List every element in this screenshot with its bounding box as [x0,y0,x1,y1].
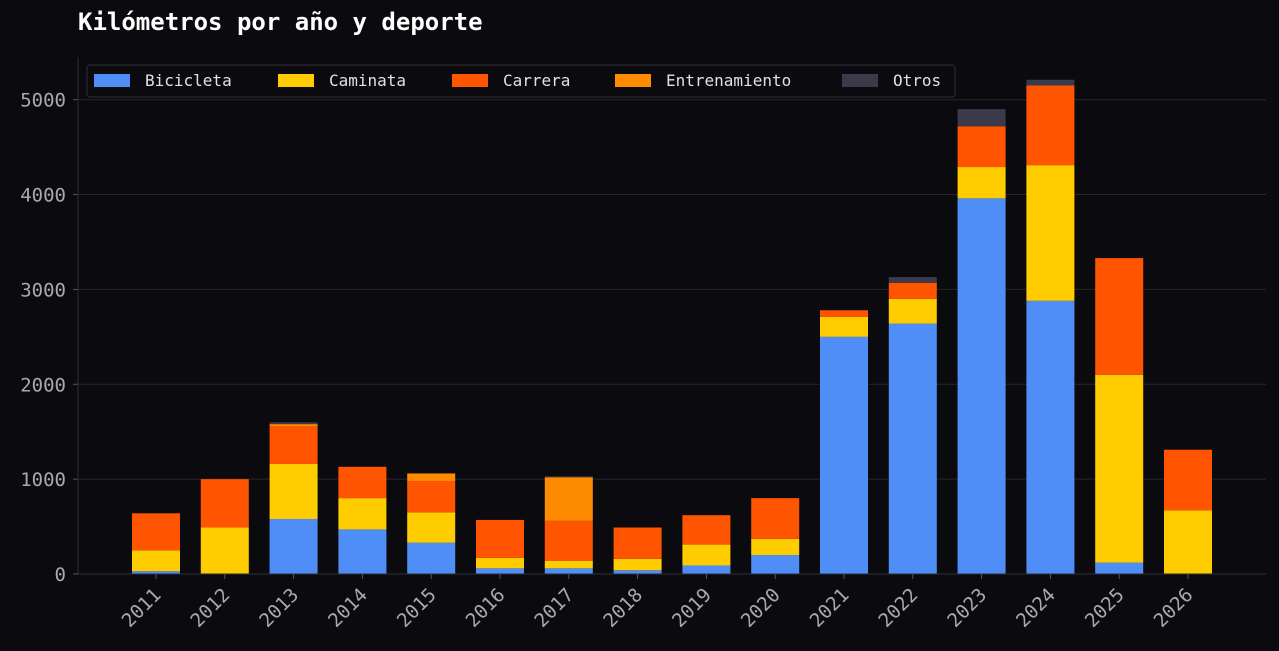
x-tick-label: 2020 [737,584,785,632]
bar-segment [1026,85,1075,166]
y-tick-label: 5000 [20,90,66,112]
bar-segment [407,473,456,482]
bar-segment [132,550,180,572]
bar-segment [338,529,387,574]
bar-segment [269,424,318,427]
bar-segment [544,520,593,561]
legend-swatch [842,74,878,87]
bar-segment [751,538,800,556]
x-tick-label: 2019 [668,584,716,632]
bar-segment [613,558,662,571]
bar-segment [751,555,800,574]
x-tick-label: 2026 [1150,584,1198,632]
bar-segment [1164,510,1212,574]
chart-title: Kilómetros por año y deporte [78,8,483,36]
legend: Bicicleta Caminata Carrera Entrenamiento Otr… [86,64,956,98]
legend-box [86,64,956,98]
bar-segment [338,498,387,530]
bar-segment [269,463,318,519]
gridlines [78,99,1266,480]
x-tick-label: 2022 [874,584,922,632]
x-tick-label: 2011 [118,584,166,632]
y-tick-label: 2000 [20,374,66,396]
bar-segment [132,513,180,551]
bar-segment [820,316,868,337]
bar-segment [682,544,731,566]
x-tick-label: 2025 [1081,584,1129,632]
bar-segment [888,298,937,324]
bar-segment [957,198,1006,574]
x-tick-label: 2016 [462,584,510,632]
legend-swatch [615,74,651,87]
y-tick-label: 3000 [20,279,66,301]
x-tick-label: 2023 [943,584,991,632]
bar-segment [407,481,456,513]
bar-segment [476,519,524,558]
bar-segment [1095,562,1144,574]
bar-segment [751,498,800,539]
bar-segment [407,542,456,574]
legend-label: Entrenamiento [666,71,791,90]
x-tick-label: 2013 [255,584,303,632]
x-tick-label: 2012 [186,584,234,632]
bar-segment [613,570,662,574]
bar-segment [1164,449,1212,511]
y-tick-label: 0 [55,564,66,586]
bar-segment [888,277,937,283]
bar-segment [1026,300,1075,574]
bar-segment [544,568,593,574]
bar-segment [407,512,456,543]
bar-segment [613,527,662,559]
legend-label: Bicicleta [145,71,232,90]
bar-segment [476,557,524,569]
bar-segment [476,568,524,574]
legend-swatch [94,74,130,87]
bar-segment [132,571,180,574]
bar-segment [544,560,593,569]
bar-segment [269,426,318,464]
bar-segment [200,527,249,574]
bar-segment [269,422,318,425]
legend-label: Carrera [503,71,570,90]
bar-segment [1095,374,1144,563]
bar-segment [682,515,731,545]
x-tick-label: 2024 [1012,584,1060,632]
y-tick-label: 4000 [20,185,66,207]
x-tick-label: 2018 [599,584,647,632]
x-tick-label: 2015 [393,584,441,632]
bar-segment [200,479,249,528]
bar-segment [888,323,937,574]
x-tick-label: 2014 [324,584,372,632]
bar-segment [682,565,731,574]
bar-segment [1095,258,1144,375]
bar-segment [888,282,937,299]
y-tick-label: 1000 [20,469,66,491]
bar-segment [820,310,868,317]
bar-segment [957,109,1006,127]
bar-segment [1026,79,1075,86]
bar-segment [338,466,387,499]
bar-segment [544,477,593,521]
x-tick-label: 2017 [530,584,578,632]
axes: 0 1000 2000 3000 4000 5000 2011 2012 2013 2014 201… [20,57,1266,632]
bar-segment [544,476,593,478]
x-tick-label: 2021 [806,584,854,632]
legend-swatch [278,74,314,87]
legend-label: Caminata [329,71,406,90]
legend-swatch [452,74,488,87]
bar-segment [1026,165,1075,301]
bars [132,79,1212,574]
bar-segment [957,126,1006,168]
bar-segment [269,518,318,574]
bar-segment [820,336,868,574]
legend-label: Otros [893,71,941,90]
bar-segment [957,167,1006,199]
